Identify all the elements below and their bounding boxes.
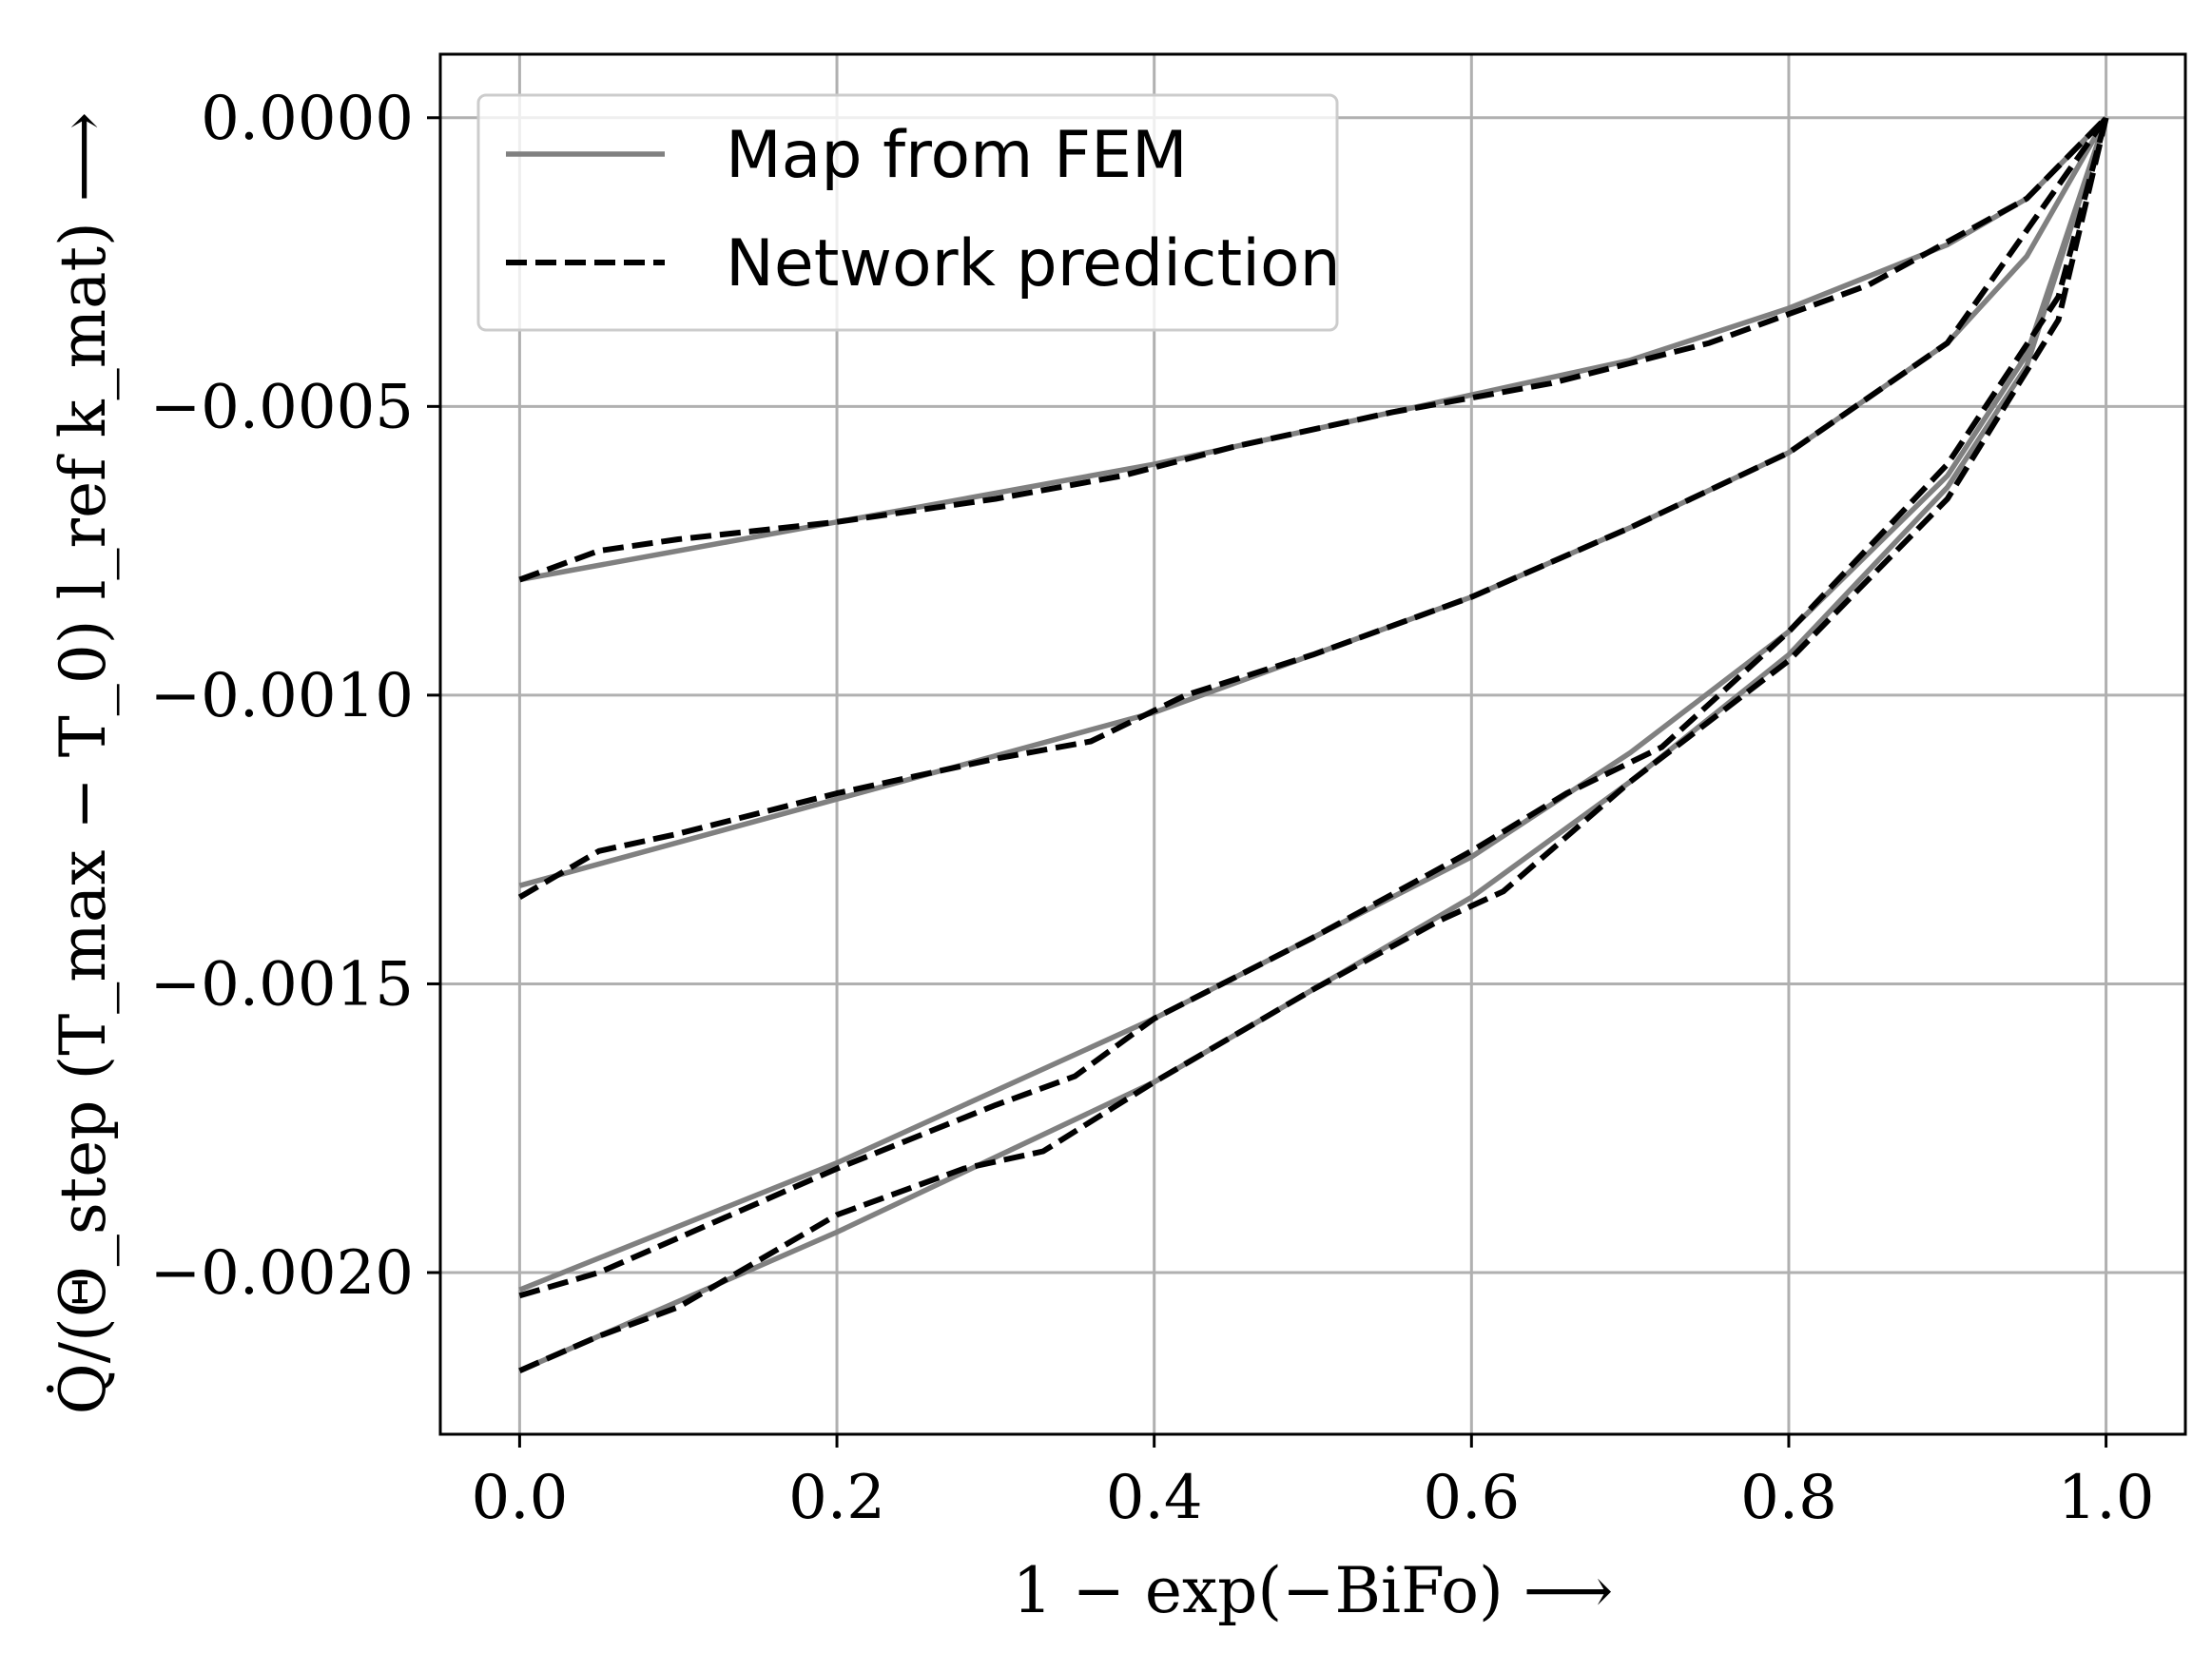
y-axis-label: Q̇/(Θ_step (T_max − T_0) l_ref k_mat) ⟶ [47, 112, 120, 1415]
y-tick-label: −0.0020 [149, 1238, 414, 1309]
x-tick-label: 0.0 [472, 1463, 569, 1533]
x-tick-label: 1.0 [2058, 1463, 2155, 1533]
network-curve-1 [518, 115, 2108, 583]
x-tick-label: 0.6 [1423, 1463, 1520, 1533]
legend: Map from FEM Network prediction [476, 93, 1341, 332]
x-tick-label: 0.2 [788, 1463, 885, 1533]
y-tick-label: −0.0015 [149, 949, 414, 1020]
ticks: 0.0 0.2 0.4 0.6 0.8 1.0 0.0000 −0.0005 −0.0010 −0… [149, 84, 2154, 1533]
y-tick-label: 0.0000 [201, 84, 414, 154]
x-axis-label: 1 − exp(−BiFo) ⟶ [1013, 1554, 1614, 1627]
fem-curve-4 [518, 116, 2109, 1373]
network-curve-3 [518, 117, 2109, 1299]
plot-frame [438, 52, 2187, 1436]
x-tick-label: 0.8 [1740, 1463, 1837, 1533]
fem-curve-3 [518, 116, 2109, 1293]
legend-label-network: Network prediction [726, 226, 1341, 301]
legend-box [476, 93, 1339, 332]
network-curve-4 [518, 117, 2109, 1373]
plot-lines [517, 115, 2109, 1373]
x-tick-label: 0.4 [1106, 1463, 1203, 1533]
y-tick-label: −0.0010 [149, 661, 414, 731]
legend-label-fem: Map from FEM [726, 118, 1188, 193]
y-tick-label: −0.0005 [149, 372, 414, 442]
